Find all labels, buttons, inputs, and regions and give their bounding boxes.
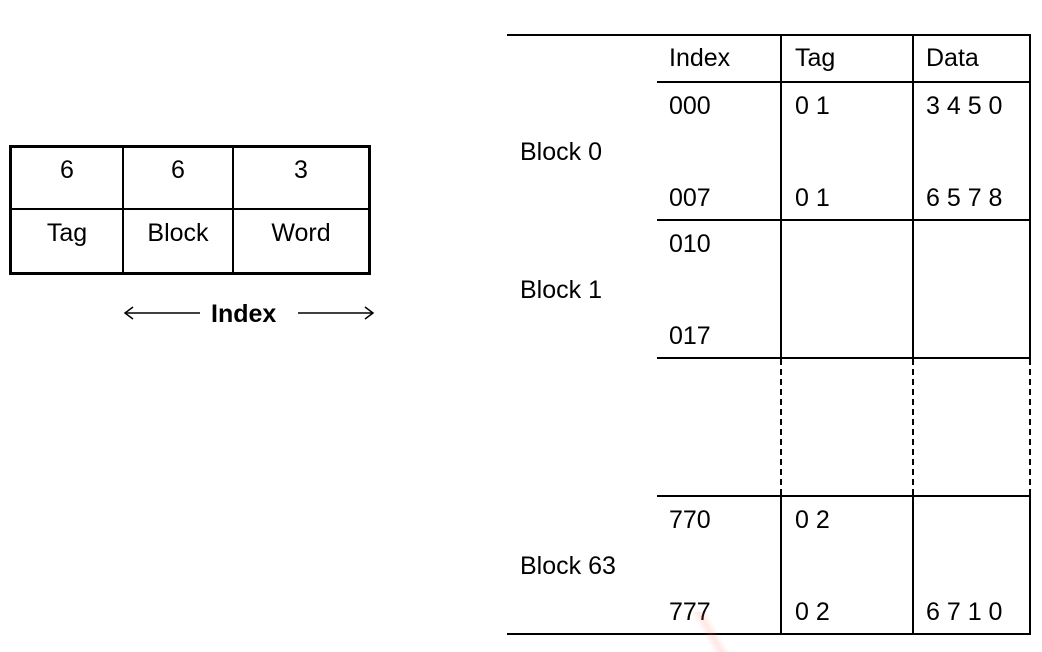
block-bits: 6 (171, 156, 185, 184)
watermark-mark (680, 612, 740, 652)
table-right-border (1029, 34, 1031, 359)
tag-field-label: Tag (46, 219, 88, 247)
address-format-box: 6 6 3 Tag Block Word (9, 145, 371, 275)
row-data: 6 5 7 8 (926, 184, 1003, 212)
header-divider (657, 81, 1031, 83)
row-index: 007 (669, 184, 711, 212)
column-divider (780, 495, 782, 635)
block-divider (657, 357, 1031, 359)
row-index: 770 (669, 506, 711, 534)
column-divider (780, 34, 782, 359)
word-bits: 3 (294, 156, 308, 184)
table-top-border (507, 34, 1031, 36)
row-tag: 0 2 (795, 506, 830, 534)
table-right-border (1029, 495, 1031, 635)
row-tag: 0 1 (795, 184, 830, 212)
index-arrow (123, 306, 375, 320)
row-index: 017 (669, 322, 711, 350)
table-bottom-border (507, 633, 1031, 635)
block-field-label: Block (147, 219, 209, 247)
index-label: Index (211, 300, 277, 328)
row-index: 000 (669, 92, 711, 120)
column-divider (912, 34, 914, 359)
word-field-label: Word (271, 219, 331, 247)
tag-bits: 6 (60, 156, 74, 184)
row-tag: 0 2 (795, 598, 830, 626)
ellipsis-dashed-line (912, 359, 914, 495)
ellipsis-dashed-line (1029, 359, 1031, 495)
block-label: Block 1 (520, 276, 602, 304)
header-data: Data (926, 44, 979, 72)
block-divider (657, 219, 1031, 221)
header-tag: Tag (795, 44, 836, 72)
address-format-separator (232, 148, 234, 272)
block-divider (657, 495, 1031, 497)
row-index: 010 (669, 230, 711, 258)
row-data: 6 7 1 0 (926, 598, 1003, 626)
header-index: Index (669, 44, 731, 72)
address-format-divider (12, 208, 368, 210)
row-data: 3 4 5 0 (926, 92, 1003, 120)
row-index: 777 (669, 600, 711, 625)
column-divider (912, 495, 914, 635)
block-label: Block 0 (520, 138, 602, 166)
row-tag: 0 1 (795, 92, 830, 120)
ellipsis-dashed-line (780, 359, 782, 495)
address-format-separator (122, 148, 124, 272)
block-label: Block 63 (520, 552, 616, 580)
